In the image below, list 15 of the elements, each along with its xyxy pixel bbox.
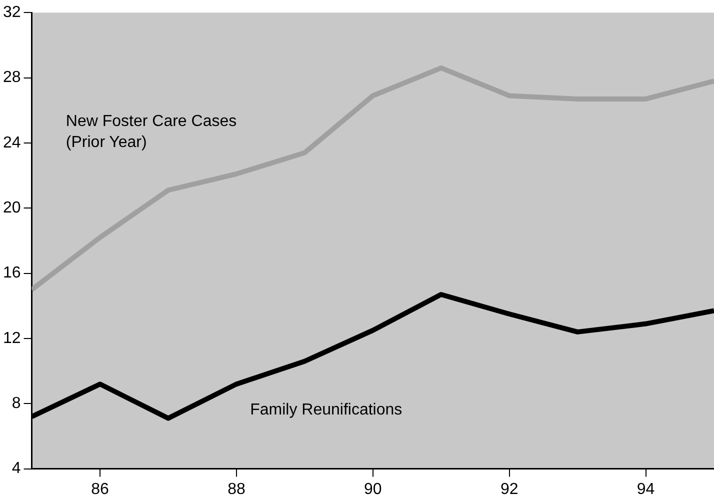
x-tick-label: 86 — [91, 480, 110, 498]
series-label: New Foster Care Cases (Prior Year) — [66, 113, 237, 152]
y-tick-label: 12 — [3, 330, 21, 347]
x-tick-label: 88 — [228, 480, 246, 498]
x-tick-label: 92 — [500, 480, 518, 498]
y-tick-label: 16 — [3, 264, 21, 282]
series-label: Family Reunifications — [250, 402, 402, 419]
y-tick-label: 32 — [3, 4, 21, 22]
y-tick-label: 8 — [12, 395, 21, 412]
y-tick-label: 4 — [12, 460, 21, 478]
x-tick-label: 90 — [364, 480, 382, 498]
y-tick-label: 28 — [3, 69, 21, 86]
y-tick-label: 24 — [3, 134, 21, 152]
y-tick-label: 20 — [3, 200, 21, 217]
x-tick-label: 94 — [636, 480, 655, 498]
